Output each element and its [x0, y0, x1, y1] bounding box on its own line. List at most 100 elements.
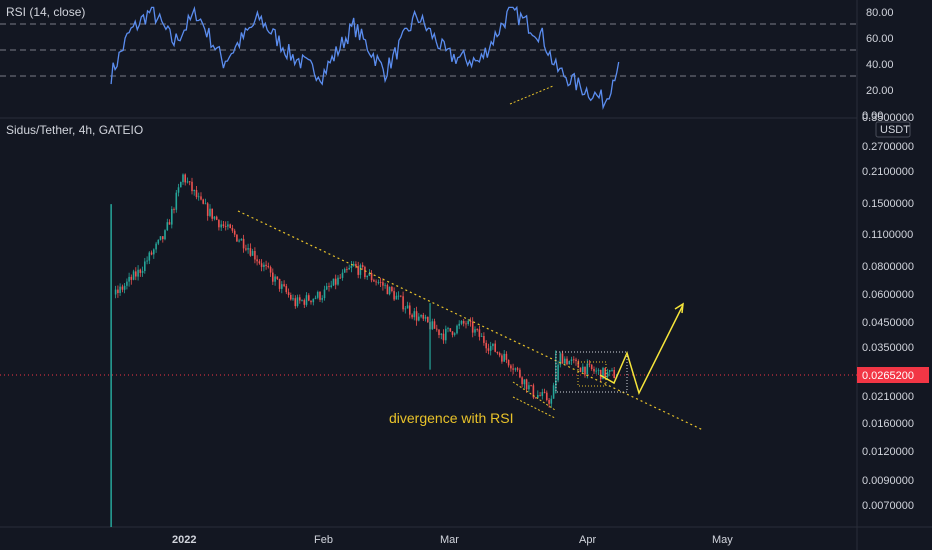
price-tick-9: 0.0350000 — [862, 342, 914, 354]
candle-body — [525, 379, 528, 390]
candle-body — [339, 277, 341, 279]
candle-body — [611, 370, 613, 371]
candle-body — [373, 280, 375, 282]
candle-body — [397, 295, 400, 297]
candle-body — [265, 264, 267, 266]
candle-body — [184, 174, 186, 183]
candle-body — [445, 328, 447, 341]
candle-body — [231, 228, 234, 231]
candle-body — [391, 286, 393, 291]
price-tick-6: 0.0800000 — [862, 261, 914, 273]
time-label-mar: Mar — [440, 534, 459, 546]
candle-body — [364, 266, 366, 278]
candle-body — [240, 238, 243, 241]
candle-body — [130, 276, 133, 280]
price-tick-4: 0.1500000 — [862, 198, 914, 210]
candle-body — [440, 333, 443, 335]
candle-body — [492, 343, 494, 347]
candle-body — [395, 295, 398, 300]
candle-body — [377, 282, 380, 283]
candle-body — [561, 353, 564, 364]
price-tick-7: 0.0600000 — [862, 289, 914, 301]
price-tick-12: 0.0160000 — [862, 418, 914, 430]
rsi-tick-40: 40.00 — [866, 59, 894, 71]
candle-body — [584, 366, 586, 375]
candle-body — [211, 208, 213, 219]
candle-body — [447, 328, 449, 329]
candle-body — [328, 286, 330, 287]
candle-body — [155, 243, 157, 250]
candle-body — [281, 284, 283, 289]
time-label-2022: 2022 — [172, 534, 196, 546]
candle-body — [334, 278, 337, 285]
candle-body — [476, 329, 478, 330]
candle-body — [478, 329, 481, 337]
candle-body — [310, 300, 312, 303]
candle-body — [577, 361, 580, 368]
candle-body — [269, 267, 272, 273]
candle-body — [606, 371, 609, 378]
candle-body — [321, 298, 323, 300]
candle-body — [498, 353, 501, 356]
candle-body — [236, 234, 238, 242]
candle-body — [427, 316, 429, 323]
candle-body — [487, 348, 490, 351]
candle-body — [267, 266, 270, 268]
candle-body — [579, 367, 582, 372]
candle-body — [148, 252, 151, 261]
candle-body — [582, 366, 584, 372]
candle-body — [519, 369, 521, 378]
descending-trendline — [237, 210, 704, 431]
candle-body — [424, 316, 427, 319]
candle-body — [400, 295, 402, 297]
candle-body — [543, 392, 546, 393]
candle-body — [182, 174, 184, 183]
candle-body — [458, 323, 460, 326]
candle-body — [146, 260, 148, 262]
candle-body — [220, 224, 222, 228]
candle-body — [343, 269, 346, 273]
candle-body — [564, 358, 566, 364]
candle-body — [404, 308, 407, 310]
price-tick-5: 0.1100000 — [862, 229, 913, 241]
candle-body — [505, 353, 508, 360]
candle-body — [453, 333, 456, 335]
candle-body — [355, 264, 357, 266]
candle-body — [402, 296, 404, 310]
candle-body — [316, 292, 319, 298]
candle-body — [258, 261, 261, 264]
candle-body — [573, 359, 575, 361]
candle-body — [332, 278, 335, 286]
candle-body — [602, 367, 604, 380]
candle-body — [568, 361, 571, 365]
price-tick-13: 0.0120000 — [862, 446, 914, 458]
candle-body — [319, 292, 321, 300]
candle-body — [480, 336, 483, 337]
candle-body — [433, 321, 436, 329]
candle-body — [471, 321, 474, 333]
candle-body — [242, 238, 245, 249]
candle-body — [409, 305, 411, 315]
time-label-apr: Apr — [579, 534, 596, 546]
candle-body — [537, 395, 539, 398]
candle-body — [224, 226, 227, 227]
candle-body — [588, 363, 591, 365]
price-title: Sidus/Tether, 4h, GATEIO — [6, 123, 143, 137]
rsi-tick-0: 0.00 — [862, 110, 883, 122]
candle-body — [460, 321, 463, 324]
candle-body — [193, 190, 195, 192]
price-tick-2: 0.2700000 — [862, 141, 914, 153]
candle-body — [386, 284, 389, 295]
candle-body — [532, 385, 535, 398]
candle-body — [507, 359, 510, 366]
candle-body — [366, 275, 368, 278]
candle-body — [483, 336, 485, 343]
candle-body — [341, 272, 344, 278]
candle-body — [150, 252, 153, 255]
candle-body — [406, 305, 409, 309]
currency-badge[interactable] — [875, 121, 911, 138]
candle-body — [586, 363, 589, 375]
candle-body — [206, 203, 209, 216]
candle-body — [346, 269, 348, 270]
